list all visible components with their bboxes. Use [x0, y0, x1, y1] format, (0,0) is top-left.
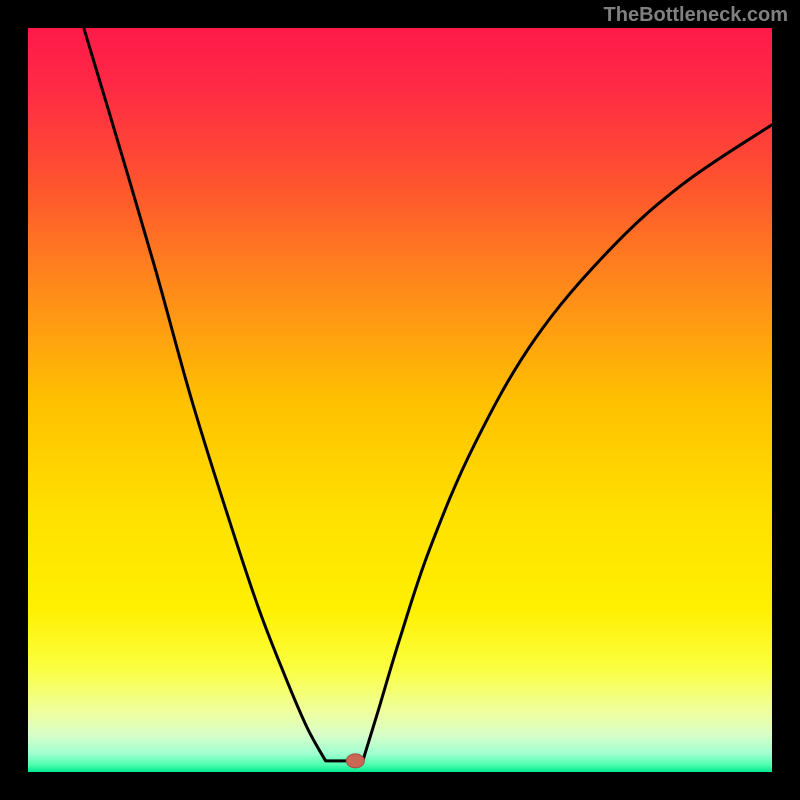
- bottleneck-chart: [0, 0, 800, 800]
- optimal-point-marker: [346, 754, 364, 768]
- plot-background: [28, 28, 772, 772]
- chart-container: TheBottleneck.com: [0, 0, 800, 800]
- watermark-text: TheBottleneck.com: [604, 4, 788, 27]
